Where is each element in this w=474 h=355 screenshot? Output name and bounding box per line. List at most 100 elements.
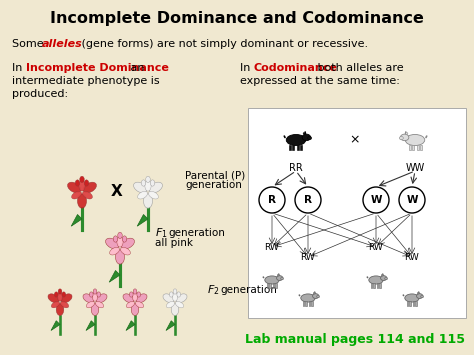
Bar	[289, 144, 291, 151]
Bar	[413, 301, 414, 306]
Ellipse shape	[146, 176, 150, 182]
Ellipse shape	[313, 293, 315, 294]
Ellipse shape	[136, 294, 147, 303]
Text: all pink: all pink	[155, 238, 193, 248]
Ellipse shape	[177, 292, 181, 297]
Ellipse shape	[91, 304, 99, 316]
Ellipse shape	[117, 236, 123, 247]
Circle shape	[259, 187, 285, 213]
Ellipse shape	[286, 135, 306, 146]
Ellipse shape	[312, 294, 319, 299]
Text: In: In	[12, 63, 26, 73]
Ellipse shape	[141, 180, 146, 186]
Text: Codominance: Codominance	[254, 63, 338, 73]
Text: generation: generation	[185, 180, 242, 190]
Ellipse shape	[86, 301, 95, 308]
Text: RW: RW	[264, 243, 279, 252]
Text: Lab manual pages 114 and 115: Lab manual pages 114 and 115	[245, 333, 465, 346]
Bar	[300, 144, 302, 151]
Bar	[273, 283, 274, 288]
Text: RR: RR	[289, 163, 303, 173]
Bar	[267, 283, 268, 288]
Ellipse shape	[384, 277, 388, 280]
Ellipse shape	[381, 274, 383, 276]
Polygon shape	[71, 214, 82, 226]
Text: generation: generation	[168, 228, 225, 238]
Text: Some: Some	[12, 39, 47, 49]
Text: ×: ×	[350, 133, 360, 147]
Polygon shape	[86, 321, 95, 331]
Ellipse shape	[72, 191, 82, 199]
Ellipse shape	[137, 292, 141, 297]
Text: Incomplete Dominance and Codominance: Incomplete Dominance and Codominance	[50, 11, 424, 26]
Text: In: In	[240, 63, 254, 73]
Bar	[269, 283, 271, 288]
Ellipse shape	[417, 294, 423, 299]
Ellipse shape	[166, 301, 174, 308]
Text: RW: RW	[405, 253, 419, 262]
Text: Parental (P): Parental (P)	[185, 170, 245, 180]
Text: an: an	[127, 63, 145, 73]
Ellipse shape	[148, 191, 158, 199]
Circle shape	[295, 187, 321, 213]
Ellipse shape	[48, 294, 59, 303]
Ellipse shape	[80, 176, 84, 182]
Ellipse shape	[57, 292, 63, 301]
Ellipse shape	[129, 292, 133, 297]
Bar	[407, 301, 409, 306]
Bar	[409, 144, 411, 151]
Ellipse shape	[120, 247, 130, 255]
Ellipse shape	[308, 136, 311, 140]
Ellipse shape	[400, 136, 403, 140]
Ellipse shape	[265, 276, 279, 284]
Bar	[379, 283, 381, 288]
Ellipse shape	[369, 276, 383, 284]
Text: RW: RW	[301, 253, 315, 262]
Ellipse shape	[171, 304, 179, 316]
Ellipse shape	[149, 182, 163, 193]
Ellipse shape	[121, 238, 135, 249]
Circle shape	[363, 187, 389, 213]
Ellipse shape	[173, 292, 178, 301]
Text: intermediate phenotype is: intermediate phenotype is	[12, 76, 160, 86]
FancyBboxPatch shape	[248, 108, 466, 318]
Ellipse shape	[84, 180, 89, 186]
Text: expressed at the same time:: expressed at the same time:	[240, 76, 400, 86]
Text: WW: WW	[405, 163, 425, 173]
Text: W: W	[370, 195, 382, 205]
Bar	[374, 283, 375, 288]
Ellipse shape	[277, 274, 279, 276]
Ellipse shape	[68, 182, 81, 193]
Bar	[410, 301, 411, 306]
Circle shape	[399, 187, 425, 213]
Ellipse shape	[132, 292, 137, 301]
Ellipse shape	[303, 132, 306, 135]
Bar	[292, 144, 294, 151]
Text: R: R	[268, 195, 276, 205]
Ellipse shape	[83, 294, 94, 303]
Ellipse shape	[175, 301, 183, 308]
Ellipse shape	[60, 301, 69, 308]
Ellipse shape	[79, 180, 85, 191]
Ellipse shape	[56, 304, 64, 316]
Ellipse shape	[134, 182, 147, 193]
Bar	[297, 144, 299, 151]
Bar	[275, 283, 276, 288]
Bar	[420, 144, 422, 151]
Ellipse shape	[301, 294, 315, 302]
Polygon shape	[126, 321, 135, 331]
Ellipse shape	[405, 132, 408, 135]
Ellipse shape	[62, 292, 65, 297]
Ellipse shape	[82, 191, 92, 199]
Ellipse shape	[123, 294, 134, 303]
Ellipse shape	[83, 182, 96, 193]
Ellipse shape	[109, 247, 119, 255]
Ellipse shape	[96, 294, 107, 303]
Ellipse shape	[405, 294, 419, 302]
Text: R: R	[304, 195, 312, 205]
Ellipse shape	[173, 289, 177, 294]
Text: (gene forms) are not simply dominant or recessive.: (gene forms) are not simply dominant or …	[78, 39, 368, 49]
Ellipse shape	[276, 276, 283, 280]
Ellipse shape	[90, 292, 93, 297]
Ellipse shape	[131, 304, 139, 316]
